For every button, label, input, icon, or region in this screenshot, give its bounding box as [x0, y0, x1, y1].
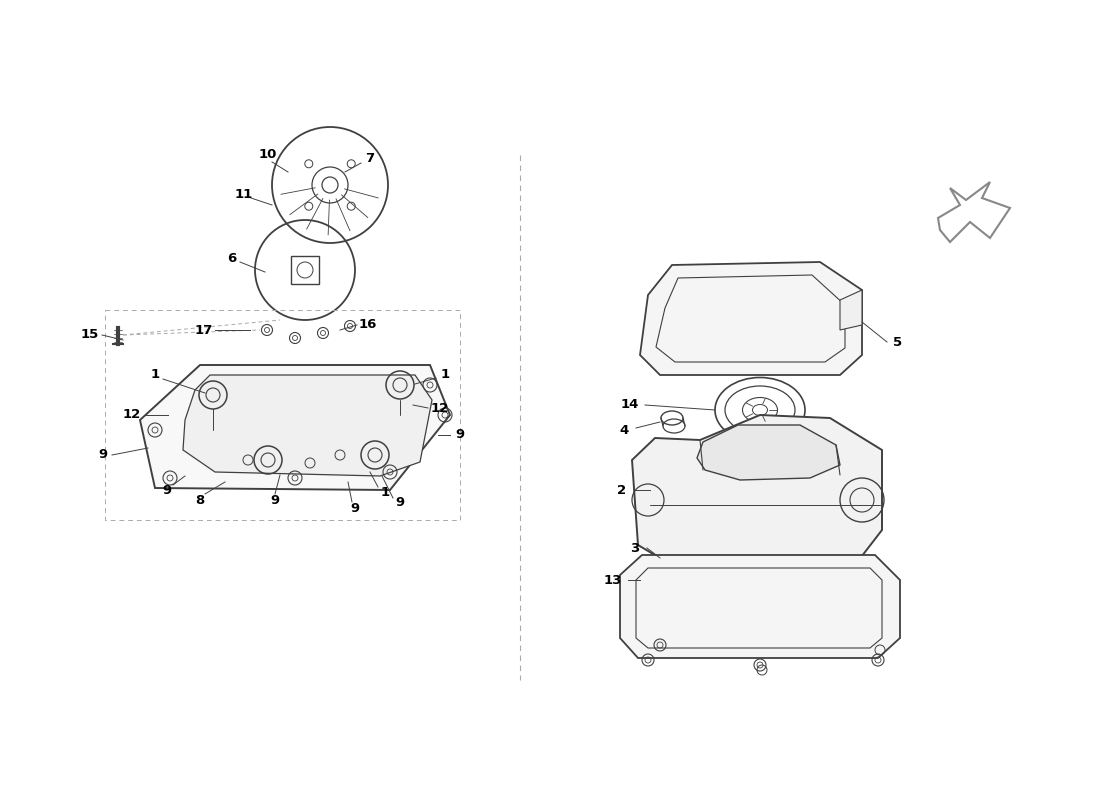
Text: 15: 15	[81, 329, 99, 342]
Text: 7: 7	[365, 151, 375, 165]
Text: 11: 11	[235, 189, 253, 202]
Text: 5: 5	[893, 335, 903, 349]
Text: 4: 4	[619, 423, 628, 437]
Text: 12: 12	[123, 409, 141, 422]
Polygon shape	[640, 262, 862, 375]
Text: 6: 6	[228, 251, 236, 265]
Polygon shape	[632, 415, 882, 570]
Text: 12: 12	[431, 402, 449, 414]
Text: 9: 9	[351, 502, 360, 514]
Polygon shape	[840, 290, 862, 330]
Text: 17: 17	[195, 323, 213, 337]
Polygon shape	[183, 375, 432, 476]
Text: 9: 9	[455, 429, 464, 442]
Text: 10: 10	[258, 149, 277, 162]
Text: 9: 9	[395, 497, 405, 510]
Text: 9: 9	[163, 483, 172, 497]
Polygon shape	[620, 555, 900, 658]
Text: 9: 9	[271, 494, 279, 506]
Text: 1: 1	[440, 369, 450, 382]
Text: 2: 2	[617, 483, 627, 497]
Text: 3: 3	[630, 542, 639, 554]
Text: 1: 1	[381, 486, 389, 498]
Text: 13: 13	[604, 574, 623, 586]
Polygon shape	[140, 365, 450, 490]
Text: 14: 14	[620, 398, 639, 411]
Bar	[292, 256, 319, 284]
Polygon shape	[697, 425, 840, 480]
Text: 8: 8	[196, 494, 205, 506]
Text: 9: 9	[98, 449, 108, 462]
Text: 16: 16	[359, 318, 377, 331]
Text: 1: 1	[151, 369, 160, 382]
